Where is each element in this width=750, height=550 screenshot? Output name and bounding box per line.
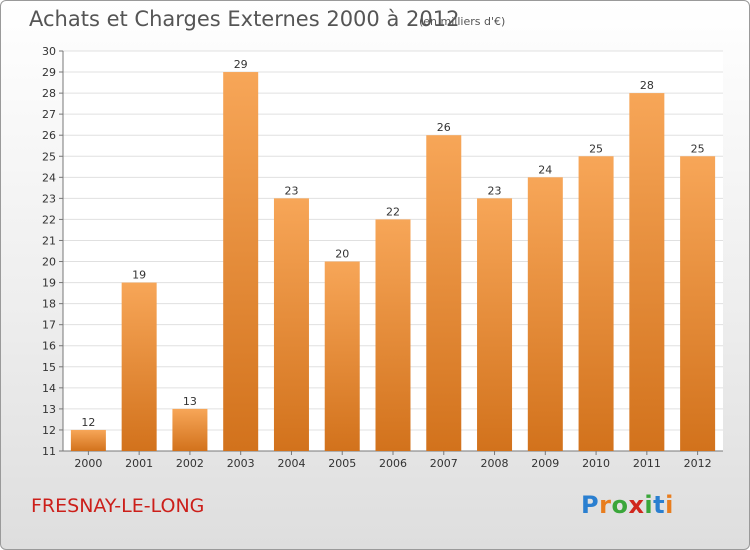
y-tick-label: 18 [42,298,56,311]
logo-letter: i [665,491,674,519]
bar [426,135,462,452]
logo-letter: x [628,491,645,519]
bar [324,261,360,451]
y-tick-label: 15 [42,361,56,374]
value-label: 28 [640,79,654,92]
value-label: 20 [335,248,349,261]
bar [121,282,157,451]
x-tick-label: 2010 [582,457,610,470]
bar [172,408,208,451]
bar [578,156,614,451]
value-label: 29 [234,58,248,71]
x-tick-label: 2012 [684,457,712,470]
value-label: 23 [284,184,298,197]
y-tick-label: 23 [42,192,56,205]
bar [527,177,563,451]
logo-letter: i [644,491,654,519]
value-label: 19 [132,269,146,282]
chart-unit: (en milliers d'€) [419,15,506,28]
y-tick-label: 29 [42,66,56,79]
y-tick-label: 24 [42,171,56,184]
value-label: 13 [183,395,197,408]
logo-letter: P [581,491,600,519]
commune-name: FRESNAY-LE-LONG [31,495,205,517]
value-label: 23 [488,184,502,197]
bar [223,72,259,451]
x-tick-label: 2007 [430,457,458,470]
bar [273,198,309,451]
y-tick-label: 13 [42,403,56,416]
y-tick-label: 16 [42,340,56,353]
value-label: 24 [538,163,552,176]
x-tick-label: 2009 [531,457,559,470]
y-tick-label: 22 [42,213,56,226]
x-tick-label: 2011 [633,457,661,470]
chart-title: Achats et Charges Externes 2000 à 2012 [29,7,460,31]
proxiti-logo: Proxiti [581,491,674,519]
x-tick-label: 2005 [328,457,356,470]
value-label: 12 [81,416,95,429]
x-tick-label: 2008 [481,457,509,470]
y-tick-label: 28 [42,87,56,100]
value-label: 25 [691,142,705,155]
logo-letter: t [653,491,666,519]
y-tick-label: 20 [42,256,56,269]
x-tick-label: 2001 [125,457,153,470]
logo-letter: r [599,491,612,519]
y-tick-label: 14 [42,382,56,395]
bar [477,198,513,451]
y-tick-label: 11 [42,445,56,458]
bar [375,219,411,451]
value-label: 26 [437,121,451,134]
logo-letter: o [611,491,629,519]
x-tick-label: 2004 [277,457,305,470]
value-label: 25 [589,142,603,155]
bar [680,156,716,451]
y-tick-label: 25 [42,150,56,163]
y-tick-label: 12 [42,424,56,437]
bar [70,429,106,451]
x-tick-label: 2002 [176,457,204,470]
y-tick-label: 26 [42,129,56,142]
y-tick-label: 19 [42,277,56,290]
y-tick-label: 17 [42,319,56,332]
y-tick-label: 27 [42,108,56,121]
x-tick-label: 2003 [227,457,255,470]
value-label: 22 [386,205,400,218]
x-tick-label: 2000 [74,457,102,470]
x-tick-label: 2006 [379,457,407,470]
y-tick-label: 30 [42,45,56,58]
bar [629,93,665,452]
y-tick-label: 21 [42,234,56,247]
